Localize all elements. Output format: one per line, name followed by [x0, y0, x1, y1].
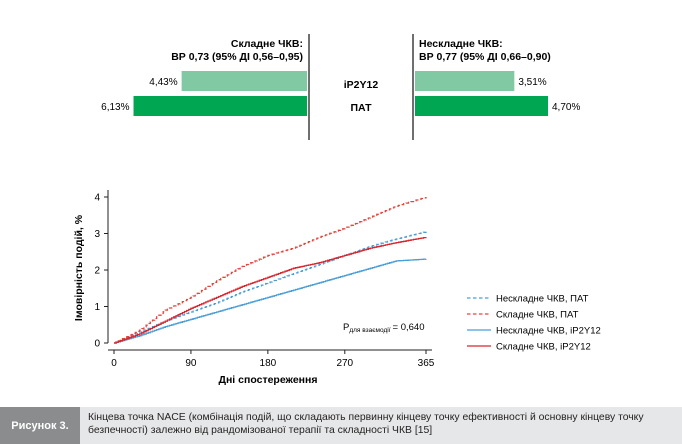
figure-caption: Рисунок 3. Кінцева точка NACE (комбінаці…	[0, 407, 682, 444]
x-axis-ticks: 0 90 180 270 365	[111, 350, 435, 369]
p-value-main: P	[343, 322, 349, 333]
y-tick-label: 0	[94, 339, 100, 350]
y-tick-label: 2	[94, 266, 100, 277]
category-label-ip2y12: iP2Y12	[344, 79, 379, 91]
category-label-pat: ПАТ	[350, 102, 372, 114]
y-tick-label: 4	[94, 193, 100, 204]
legend-label: Нескладне ЧКВ, ПАТ	[496, 294, 589, 305]
series-line-2	[114, 197, 427, 344]
left-panel-subtitle: ВР 0,73 (95% ДІ 0,56–0,95)	[171, 51, 303, 63]
caption-label: Рисунок 3.	[0, 407, 80, 444]
chart-legend: Нескладне ЧКВ, ПАТ Складне ЧКВ, ПАТ Нескла…	[467, 294, 601, 353]
legend-label: Складне ЧКВ, ПАТ	[496, 310, 579, 321]
figure-chart: Складне ЧКВ: ВР 0,73 (95% ДІ 0,56–0,95) …	[73, 34, 601, 386]
right-panel-subtitle: ВР 0,77 (95% ДІ 0,66–0,90)	[419, 51, 551, 63]
p-value-number: = 0,640	[393, 322, 425, 333]
right-panel-title: Нескладне ЧКВ:	[419, 38, 503, 50]
y-tick-label: 1	[94, 302, 100, 313]
value-label-left-pat: 6,13%	[101, 102, 129, 113]
left-panel-title: Складне ЧКВ:	[231, 38, 303, 50]
caption-text: Кінцева точка NACE (комбінація подій, що…	[80, 407, 682, 444]
y-tick-label: 3	[94, 229, 100, 240]
x-tick-label: 270	[336, 358, 353, 369]
butterfly-bar-chart: Складне ЧКВ: ВР 0,73 (95% ДІ 0,56–0,95) …	[101, 34, 580, 140]
y-axis-ticks: 0 1 2 3 4	[94, 193, 108, 350]
value-label-right-pat: 4,70%	[552, 102, 580, 113]
y-axis-label: Імовірність подій, %	[73, 214, 85, 321]
value-label-right-ip2y12: 3,51%	[518, 77, 546, 88]
p-value-annotation: Pдля взаємодії = 0,640	[343, 322, 425, 334]
bar-left-pat	[133, 96, 307, 116]
x-tick-label: 90	[185, 358, 197, 369]
x-tick-label: 180	[260, 358, 277, 369]
x-tick-label: 365	[418, 358, 435, 369]
bar-right-ip2y12	[415, 71, 515, 91]
x-tick-label: 0	[111, 358, 117, 369]
legend-label: Складне ЧКВ, iP2Y12	[496, 342, 591, 353]
bar-left-ip2y12	[181, 71, 307, 91]
value-label-left-ip2y12: 4,43%	[149, 77, 177, 88]
series-lines	[114, 197, 427, 344]
series-line-3	[114, 258, 427, 344]
x-axis-label: Дні спостереження	[218, 374, 317, 386]
series-line-4	[114, 236, 427, 344]
legend-label: Нескладне ЧКВ, iP2Y12	[496, 326, 601, 337]
p-value-sub: для взаємодії	[349, 326, 390, 334]
bar-right-pat	[415, 96, 549, 116]
